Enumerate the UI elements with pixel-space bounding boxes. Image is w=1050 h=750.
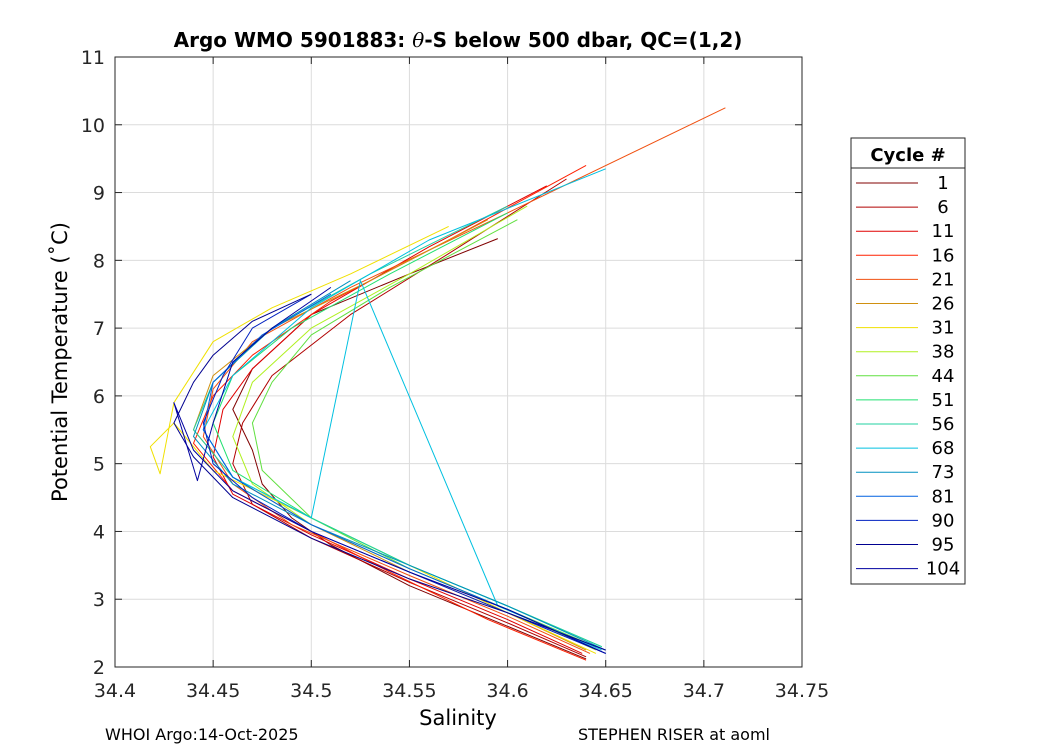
y-tick-label: 4 (93, 521, 105, 543)
footer-left: WHOI Argo:14-Oct-2025 (105, 725, 299, 744)
legend: Cycle # 16111621263138445156687381909510… (850, 137, 966, 585)
legend-label-21: 21 (932, 269, 955, 290)
legend-label-95: 95 (932, 535, 955, 556)
series-line-cycle-90 (202, 293, 606, 654)
chart-title-prefix: Argo WMO 5901883: (174, 28, 413, 52)
series-line-cycle-11 (212, 185, 583, 654)
series-line-cycle-104 (173, 286, 606, 654)
plot-area-frame (114, 56, 803, 668)
y-tick-label: 6 (93, 386, 105, 408)
y-tick-label: 9 (93, 183, 105, 205)
legend-label-31: 31 (932, 318, 955, 339)
legend-label-6: 6 (937, 197, 948, 218)
legend-label-11: 11 (932, 221, 955, 242)
x-axis-label: Salinity (419, 706, 497, 730)
legend-label-104: 104 (926, 559, 960, 580)
grid-lines (114, 56, 803, 668)
x-tick-label: 34.65 (579, 680, 633, 702)
series-line-cycle-6 (232, 178, 587, 658)
y-axis-label: Potential Temperature (˚C) (48, 222, 72, 502)
chart-title-suffix: -S below 500 dbar, QC=(1,2) (424, 28, 742, 52)
chart-title: Argo WMO 5901883: θ-S below 500 dbar, QC… (174, 28, 743, 52)
series-line-cycle-21 (202, 107, 726, 654)
x-tick-label: 34.75 (775, 680, 829, 702)
x-tick-label: 34.45 (186, 680, 240, 702)
series-line-cycle-44 (251, 219, 597, 648)
y-tick-label: 10 (81, 115, 105, 137)
legend-box (850, 137, 966, 585)
series-line-cycle-95 (173, 293, 606, 651)
footer-right: STEPHEN RISER at aoml (578, 725, 770, 744)
axes: 34.4 34.45 34.5 34.55 34.6 34.65 34.7 34.75 2 3 4 5… (81, 47, 829, 702)
series-group (149, 107, 726, 661)
legend-title: Cycle # (870, 145, 945, 166)
legend-label-90: 90 (932, 510, 955, 531)
y-tick-label: 11 (81, 47, 105, 69)
series-line-cycle-16 (193, 164, 587, 661)
y-tick-label: 5 (93, 454, 105, 476)
series-line-cycle-73 (193, 280, 606, 651)
legend-label-38: 38 (932, 342, 955, 363)
legend-label-16: 16 (932, 245, 955, 266)
legend-label-73: 73 (932, 462, 955, 483)
series-line-cycle-56 (193, 205, 602, 648)
chart-title-theta: θ (412, 28, 424, 52)
legend-label-68: 68 (932, 438, 955, 459)
x-tick-label: 34.7 (683, 680, 725, 702)
y-tick-label: 8 (93, 250, 105, 272)
legend-label-44: 44 (932, 366, 955, 387)
x-tick-label: 34.4 (94, 680, 136, 702)
legend-label-1: 1 (937, 173, 948, 194)
x-tick-label: 34.5 (290, 680, 332, 702)
legend-label-56: 56 (932, 414, 955, 435)
y-tick-label: 7 (93, 318, 105, 340)
legend-label-51: 51 (932, 390, 955, 411)
x-tick-label: 34.55 (382, 680, 436, 702)
x-tick-label: 34.6 (486, 680, 528, 702)
legend-label-26: 26 (932, 294, 955, 315)
series-line-cycle-68 (202, 168, 606, 651)
y-tick-label: 3 (93, 589, 105, 611)
y-tick-label: 2 (93, 657, 105, 679)
legend-label-81: 81 (932, 486, 955, 507)
